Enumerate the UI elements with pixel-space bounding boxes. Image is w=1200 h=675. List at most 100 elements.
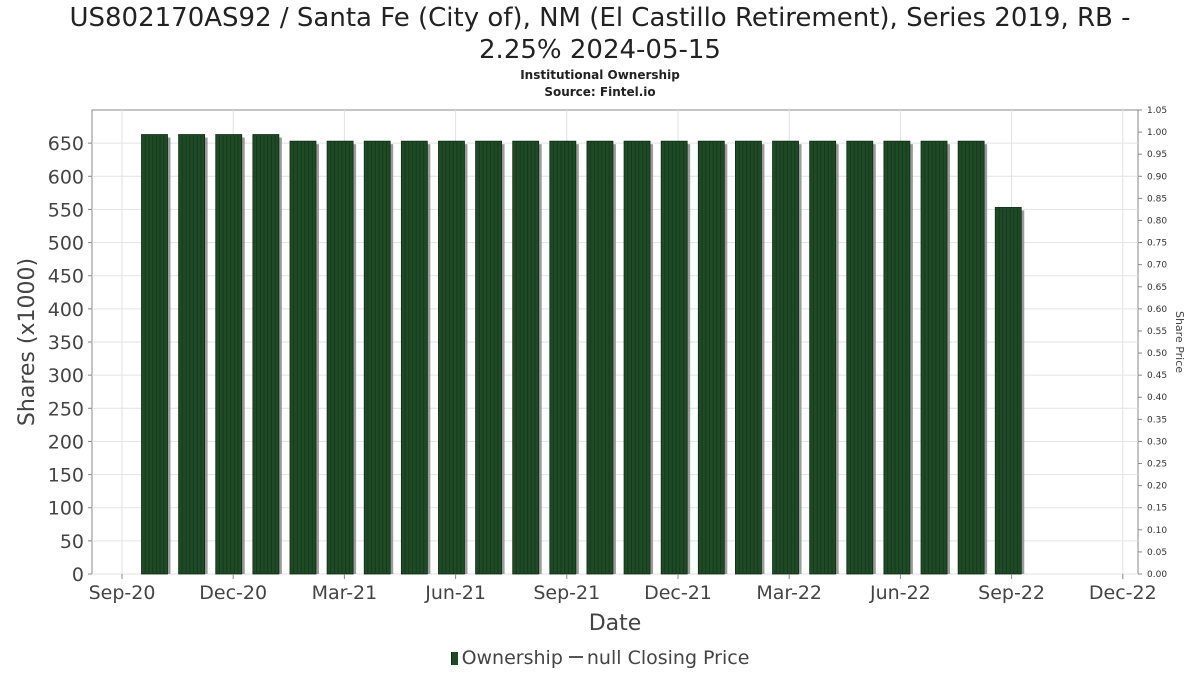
x-tick-label: Jun-21 bbox=[424, 582, 486, 604]
bar bbox=[809, 140, 839, 575]
y-tick-label: 50 bbox=[60, 531, 84, 553]
y-tick-label: 650 bbox=[48, 133, 84, 155]
y-tick-label: 0 bbox=[72, 564, 84, 586]
y2-tick-label: 0.05 bbox=[1147, 548, 1167, 558]
y2-tick-label: 0.40 bbox=[1147, 393, 1167, 403]
bar bbox=[772, 140, 802, 575]
bar-body bbox=[846, 140, 874, 575]
bar bbox=[215, 134, 245, 575]
y-tick-label: 500 bbox=[48, 233, 84, 255]
y2-tick-label: 0.10 bbox=[1147, 526, 1167, 536]
bar-body bbox=[809, 140, 837, 575]
y2-tick-label: 0.70 bbox=[1147, 261, 1167, 271]
bar-body bbox=[994, 207, 1022, 575]
y2-tick-label: 0.35 bbox=[1147, 415, 1167, 425]
y-axis-label: Shares (x1000) bbox=[15, 258, 40, 426]
bar bbox=[141, 134, 171, 575]
bar bbox=[549, 140, 579, 575]
bar-body bbox=[326, 140, 354, 575]
y2-axis: 0.00 0.05 0.10 0.15 0.20 0.25 0.30 0.35 0.40 0.45… bbox=[1138, 106, 1167, 580]
y2-tick-label: 0.90 bbox=[1147, 172, 1167, 182]
bar-body bbox=[289, 140, 317, 575]
x-tick-label: Sep-20 bbox=[89, 582, 156, 604]
bar-body bbox=[252, 134, 280, 575]
bar-body bbox=[697, 140, 725, 575]
x-tick-label: Sep-21 bbox=[533, 582, 600, 604]
bar bbox=[289, 140, 319, 575]
y-tick-label: 400 bbox=[48, 299, 84, 321]
bar bbox=[475, 140, 505, 575]
bar bbox=[660, 140, 691, 575]
bar bbox=[400, 140, 431, 575]
price-legend-line bbox=[568, 656, 583, 658]
ownership-legend-label: Ownership bbox=[461, 647, 563, 669]
bar-body bbox=[549, 140, 577, 575]
chart-legend: Ownership null Closing Price bbox=[0, 647, 1200, 669]
y-tick-label: 100 bbox=[48, 498, 84, 520]
y-tick-label: 550 bbox=[48, 199, 84, 221]
bar bbox=[438, 140, 468, 575]
y-tick-label: 450 bbox=[48, 266, 84, 288]
x-tick-label: Mar-21 bbox=[312, 582, 378, 604]
x-axis-label: Date bbox=[589, 611, 642, 636]
y-tick-label: 300 bbox=[48, 365, 84, 387]
x-tick-label: Dec-21 bbox=[644, 582, 712, 604]
bar bbox=[957, 140, 988, 575]
bar-body bbox=[512, 140, 540, 575]
chart-subtitle: Institutional Ownership bbox=[520, 68, 680, 82]
y2-tick-label: 0.85 bbox=[1147, 194, 1167, 204]
bar bbox=[326, 140, 357, 575]
x-axis: Sep-20 Dec-20 Mar-21 Jun-21 Sep-21 Dec-21 Mar-… bbox=[89, 574, 1157, 604]
bar-body bbox=[920, 140, 948, 575]
bar-body bbox=[438, 140, 465, 575]
bar-body bbox=[400, 140, 428, 575]
y-tick-label: 150 bbox=[48, 465, 84, 487]
bar-body bbox=[363, 140, 391, 575]
bar-body bbox=[141, 134, 168, 575]
bar bbox=[735, 140, 765, 575]
chart-title-line-1: US802170AS92 / Santa Fe (City of), NM (E… bbox=[69, 3, 1131, 33]
bar bbox=[697, 140, 728, 575]
y2-tick-label: 0.00 bbox=[1147, 570, 1167, 580]
bar-body bbox=[735, 140, 762, 575]
y-tick-label: 600 bbox=[48, 166, 84, 188]
y2-tick-label: 1.05 bbox=[1147, 106, 1167, 116]
x-tick-label: Dec-20 bbox=[199, 582, 267, 604]
y2-tick-label: 0.45 bbox=[1147, 371, 1167, 381]
y2-tick-label: 0.95 bbox=[1147, 150, 1167, 160]
bar bbox=[178, 134, 208, 575]
y2-tick-label: 0.60 bbox=[1147, 305, 1167, 315]
y-axis: 0 50 100 150 200 250 300 350 400 450 500 550 600 650 bbox=[48, 133, 92, 586]
bar-body bbox=[623, 140, 651, 575]
y2-tick-label: 0.80 bbox=[1147, 216, 1167, 226]
price-legend-label: null Closing Price bbox=[586, 647, 750, 669]
y2-tick-label: 0.15 bbox=[1147, 504, 1167, 514]
bar bbox=[846, 140, 876, 575]
y2-tick-label: 0.65 bbox=[1147, 283, 1167, 293]
bar bbox=[623, 140, 654, 575]
bar bbox=[994, 207, 1025, 575]
bar bbox=[252, 134, 282, 575]
y2-tick-label: 0.55 bbox=[1147, 327, 1167, 337]
bar bbox=[363, 140, 394, 575]
bar-body bbox=[772, 140, 799, 575]
x-tick-label: Jun-22 bbox=[869, 582, 931, 604]
y-tick-label: 350 bbox=[48, 332, 84, 354]
x-tick-label: Mar-22 bbox=[756, 582, 822, 604]
bar-body bbox=[475, 140, 502, 575]
y2-tick-label: 0.75 bbox=[1147, 239, 1167, 249]
bar-body bbox=[586, 140, 614, 575]
y2-tick-label: 0.30 bbox=[1147, 437, 1167, 447]
ownership-legend-swatch bbox=[450, 652, 458, 665]
bar bbox=[883, 140, 913, 575]
bar-body bbox=[883, 140, 911, 575]
bar bbox=[586, 140, 616, 575]
chart-title-line-2: 2.25% 2024-05-15 bbox=[479, 35, 721, 65]
y-tick-label: 250 bbox=[48, 398, 84, 420]
chart-source: Source: Fintel.io bbox=[544, 85, 656, 99]
y2-tick-label: 0.50 bbox=[1147, 349, 1167, 359]
y2-tick-label: 0.20 bbox=[1147, 482, 1167, 492]
bar bbox=[512, 140, 542, 575]
y2-tick-label: 0.25 bbox=[1147, 460, 1167, 470]
